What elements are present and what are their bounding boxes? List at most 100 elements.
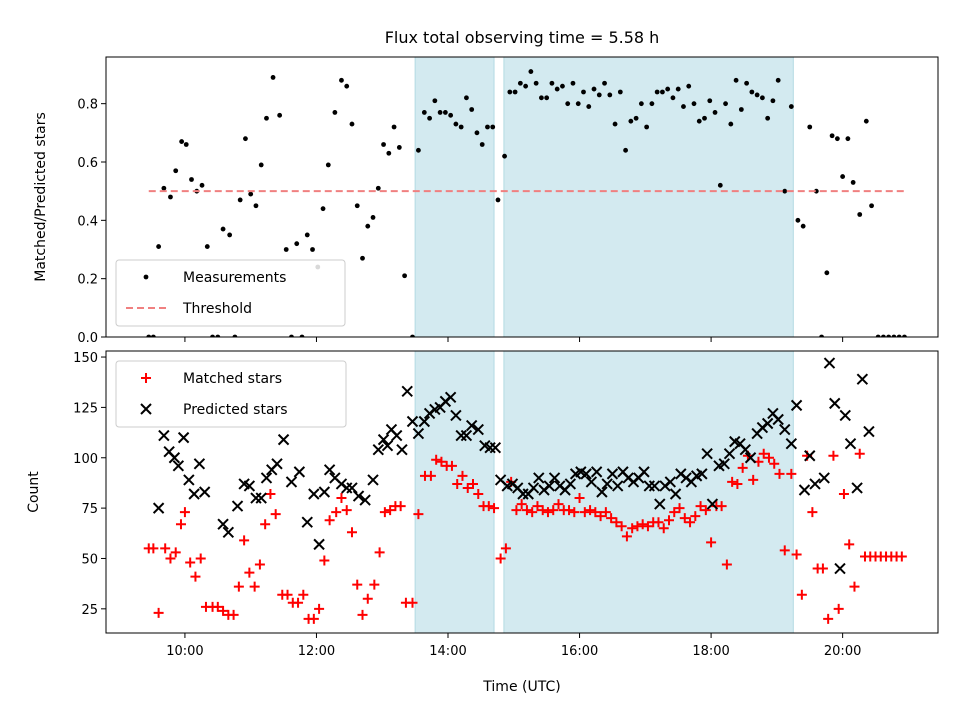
predicted-star-point — [293, 466, 306, 478]
y-tick-label: 125 — [73, 401, 98, 416]
measurement-point — [775, 77, 781, 83]
measurement-point — [173, 168, 179, 174]
matched-star-point — [425, 470, 436, 481]
measurement-point — [813, 188, 819, 194]
measurement-point — [354, 203, 360, 209]
predicted-star-point — [533, 472, 545, 484]
measurement-point — [349, 121, 355, 127]
measurement-point — [570, 80, 576, 86]
matched-star-point — [833, 603, 844, 614]
measurement-point — [416, 147, 421, 153]
measurement-point — [168, 194, 173, 200]
matched-star-point — [763, 452, 774, 463]
measurement-point — [474, 130, 480, 136]
predicted-star-point — [183, 474, 195, 486]
measurement-point — [728, 121, 734, 127]
measurement-point — [189, 177, 194, 182]
measurement-point — [723, 101, 728, 107]
predicted-star-point — [465, 419, 478, 432]
measurement-point — [596, 92, 602, 98]
matched-star-point — [669, 507, 680, 518]
predicted-star-point — [580, 468, 592, 480]
predicted-star-point — [844, 437, 857, 450]
matched-star-point — [468, 478, 479, 489]
matched-star-point — [148, 543, 159, 554]
y-tick-label: 0.6 — [77, 156, 98, 171]
predicted-star-point — [372, 443, 384, 456]
measurement-point — [560, 83, 565, 89]
measurement-point — [344, 83, 350, 89]
predicted-star-point — [406, 415, 419, 428]
predicted-star-point — [152, 502, 165, 514]
measurement-point — [365, 223, 371, 229]
measurement-point — [765, 115, 771, 121]
predicted-star-point — [323, 464, 336, 476]
matched-star-point — [195, 553, 206, 564]
measurement-point — [448, 112, 454, 118]
matched-star-point — [331, 507, 342, 518]
matched-star-point — [679, 513, 690, 524]
matched-star-point — [489, 503, 500, 514]
measurement-point — [304, 232, 310, 238]
matched-star-point — [413, 509, 424, 520]
shaded-region — [414, 351, 495, 633]
predicted-star-point — [798, 484, 811, 496]
predicted-star-point — [352, 490, 365, 502]
predicted-star-point — [188, 488, 200, 500]
measurement-point — [294, 241, 300, 247]
measurement-point — [665, 86, 671, 92]
legend-box — [115, 259, 346, 327]
matched-star-point — [341, 505, 352, 516]
measurement-point — [507, 89, 513, 95]
matched-star-point — [462, 482, 473, 493]
measurement-point — [670, 95, 676, 101]
measurement-point — [565, 101, 571, 107]
measurement-point — [686, 83, 692, 89]
y-tick-label: 0.2 — [77, 273, 98, 288]
predicted-star-point — [839, 409, 851, 422]
matched-star-point — [621, 531, 632, 542]
predicted-star-point — [472, 423, 484, 436]
matched-star-point — [548, 505, 559, 516]
matched-star-point — [379, 507, 390, 518]
measurement-point — [469, 107, 475, 112]
predicted-star-point — [829, 397, 841, 410]
legend-label: Threshold — [182, 301, 252, 317]
measurement-point — [375, 185, 381, 191]
measurement-point — [539, 95, 544, 101]
chart-title: Flux total observing time = 5.58 h — [385, 28, 660, 47]
measurement-point — [264, 115, 269, 121]
matched-star-point — [521, 505, 532, 516]
legend-label: Matched stars — [183, 371, 282, 387]
matched-star-point — [779, 545, 790, 556]
matched-star-point — [265, 489, 276, 500]
measurement-point — [381, 142, 386, 147]
measurement-point — [421, 110, 427, 115]
predicted-star-point — [696, 468, 708, 480]
measurement-point — [857, 212, 863, 217]
measurement-point — [289, 334, 294, 337]
matched-star-point — [542, 507, 553, 518]
measurement-point — [649, 101, 655, 107]
measurement-point — [607, 92, 613, 98]
shaded-region — [503, 57, 794, 337]
predicted-star-point — [367, 474, 379, 486]
shaded-region — [414, 57, 495, 337]
matched-star-point — [574, 493, 585, 504]
matched-star-point — [653, 517, 664, 528]
predicted-star-point — [346, 482, 358, 494]
matched-star-point — [362, 593, 373, 604]
predicted-star-point — [177, 431, 190, 444]
predicted-star-point — [596, 486, 608, 498]
predicted-star-point — [318, 486, 331, 498]
matched-star-point — [185, 557, 196, 568]
predicted-star-point — [706, 498, 719, 510]
legend-label: Predicted stars — [183, 402, 288, 418]
matched-star-point — [282, 589, 293, 600]
measurement-point — [902, 334, 907, 337]
measurement-point — [453, 121, 459, 127]
predicted-star-point — [168, 452, 181, 464]
predicted-star-point — [790, 399, 803, 412]
measurement-point — [829, 133, 835, 139]
